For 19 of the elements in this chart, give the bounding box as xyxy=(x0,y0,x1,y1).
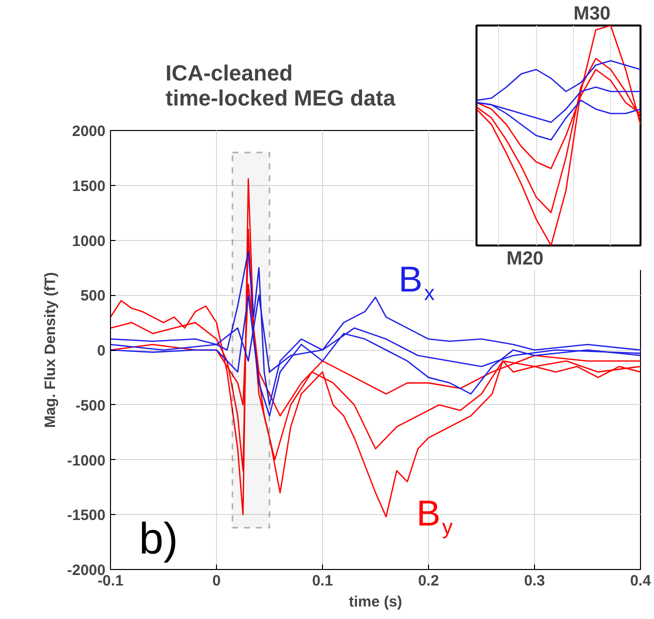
text: M30 xyxy=(574,4,611,24)
annotation: b) xyxy=(138,514,178,564)
annotation: M20 xyxy=(506,248,544,270)
x-axis-title: time (s) xyxy=(348,594,402,610)
y-tick-label: -1500 xyxy=(67,507,106,524)
y-tick-label: 1000 xyxy=(72,232,106,250)
y-tick-label: 1500 xyxy=(72,178,106,195)
y-tick-label: -1000 xyxy=(67,452,106,470)
chart-title: ICA-cleaned time-locked MEG data xyxy=(166,60,396,110)
y-tick-label: 2000 xyxy=(72,123,106,140)
y-axis-title: Mag. Flux Density (fT) xyxy=(42,272,60,428)
y-tick-label: 500 xyxy=(80,288,106,305)
x-tick-label: 0.1 xyxy=(312,572,333,590)
x-tick-label: 0.2 xyxy=(418,572,439,590)
x-tick-label: 0.3 xyxy=(524,572,545,590)
y-tick-label: 0 xyxy=(97,342,106,360)
x-tick-label: 0.4 xyxy=(630,572,652,590)
x-tick-label: 0 xyxy=(212,572,221,590)
y-tick-label: -500 xyxy=(75,397,106,414)
